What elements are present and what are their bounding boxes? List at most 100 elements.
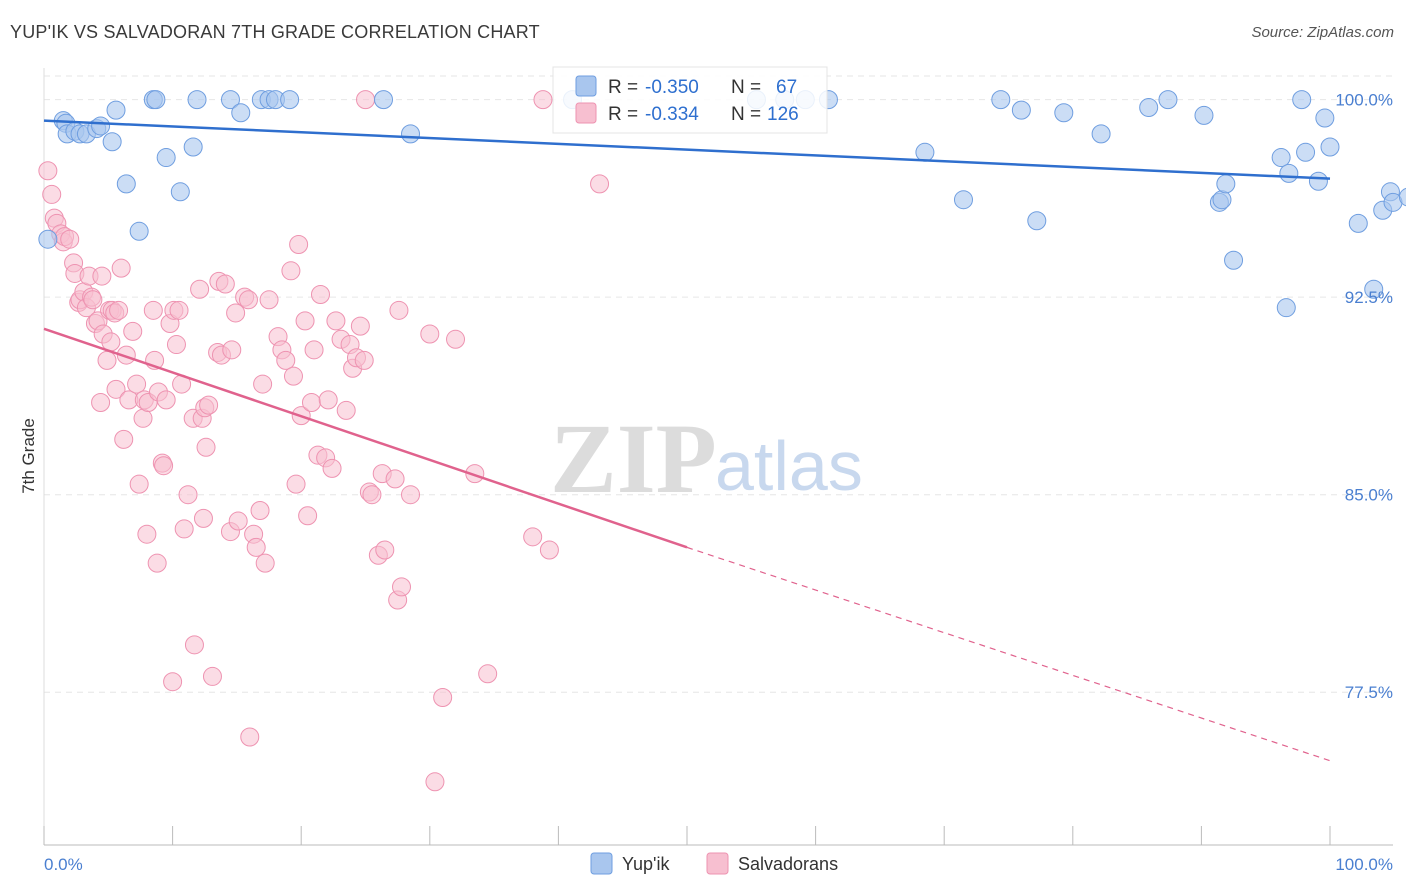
salvadorans-point [129, 474, 149, 494]
salvadorans-point [109, 300, 129, 320]
salvadorans-point [42, 184, 62, 204]
yupik-point [1054, 103, 1074, 123]
yupik-point [915, 142, 935, 162]
yupik-point [1224, 250, 1244, 270]
yupik-point [1091, 124, 1111, 144]
salvadorans-point [389, 300, 409, 320]
salvadorans-point [250, 500, 270, 520]
yupik-point [1011, 100, 1031, 120]
yupik-point [991, 90, 1011, 110]
legend-swatch-yupik [575, 75, 597, 97]
salvadorans-point [286, 474, 306, 494]
yupik-point [953, 190, 973, 210]
salvadorans-point [322, 458, 342, 478]
salvadorans-point [116, 345, 136, 365]
yupik-point [170, 182, 190, 202]
yupik-point [231, 103, 251, 123]
salvadorans-point [433, 688, 453, 708]
x-tick-label-max: 100.0% [1335, 855, 1393, 874]
salvadorans-point [289, 234, 309, 254]
salvadorans-point [184, 635, 204, 655]
salvadorans-point [310, 285, 330, 305]
yupik-point [187, 90, 207, 110]
salvadorans-point [143, 300, 163, 320]
salvadorans-point [336, 400, 356, 420]
yupik-point [91, 116, 111, 136]
legend-r-value-yupik: -0.350 [645, 77, 699, 98]
salvadorans-point [246, 537, 266, 557]
salvadorans-point [174, 519, 194, 539]
salvadorans-point [137, 524, 157, 544]
salvadorans-point [83, 290, 103, 310]
salvadorans-point [259, 290, 279, 310]
source-label: Source: ZipAtlas.com [1251, 24, 1394, 41]
salvadorans-point [147, 553, 167, 573]
bottom-legend-label-yupik: Yup'ik [622, 854, 670, 874]
yupik-point [106, 100, 126, 120]
salvadorans-point [133, 408, 153, 428]
salvadorans-point [202, 666, 222, 686]
salvadorans-point [240, 727, 260, 747]
salvadorans-point [533, 90, 553, 110]
yupik-point [116, 174, 136, 194]
yupik-point [129, 221, 149, 241]
salvadorans-point [301, 393, 321, 413]
salvadorans-point [163, 672, 183, 692]
watermark-atlas: atlas [715, 427, 863, 505]
salvadorans-point [123, 321, 143, 341]
salvadorans-point [281, 261, 301, 281]
yupik-trend-line [43, 119, 1331, 180]
yupik-point [1216, 174, 1236, 194]
salvadorans-point [91, 393, 111, 413]
salvadorans-point [60, 229, 80, 249]
y-tick-label: 100.0% [1335, 91, 1393, 110]
yupik-point [1027, 211, 1047, 231]
salvadorans-point [401, 485, 421, 505]
yupik-point [156, 148, 176, 168]
salvadorans-point [190, 279, 210, 299]
salvadorans-point [478, 664, 498, 684]
salvadorans-point [106, 379, 126, 399]
salvadorans-point [238, 290, 258, 310]
salvadorans-point [446, 329, 466, 349]
salvadorans-point [298, 506, 318, 526]
legend-n-value-yupik: 67 [776, 77, 797, 98]
salvadorans-point [166, 335, 186, 355]
yupik-point [401, 124, 421, 144]
yupik-point [1194, 105, 1214, 125]
yupik-point [1158, 90, 1178, 110]
salvadorans-point [92, 266, 112, 286]
bottom-legend-swatch-yupik [590, 852, 613, 875]
salvadorans-point [425, 772, 445, 792]
salvadorans-point [228, 511, 248, 531]
salvadorans-point [154, 456, 174, 476]
yupik-point [102, 132, 122, 152]
legend-n-label-yupik: N = [731, 77, 761, 98]
y-axis-label: 7th Grade [19, 418, 38, 494]
yupik-point [1276, 298, 1296, 318]
salvadorans-point [97, 350, 117, 370]
salvadorans-point [196, 437, 216, 457]
salvadorans-points [38, 90, 610, 792]
chart-title: YUP'IK VS SALVADORAN 7TH GRADE CORRELATI… [10, 22, 540, 42]
yupik-point [1398, 187, 1406, 207]
salvadorans-point [178, 485, 198, 505]
salvadorans-point [255, 553, 275, 573]
yupik-point [1212, 190, 1232, 210]
yupik-point [1348, 213, 1368, 233]
yupik-point [1271, 148, 1291, 168]
salvadorans-point [169, 300, 189, 320]
yupik-point [1139, 98, 1159, 118]
yupik-point [1308, 171, 1328, 191]
salvadorans-point [215, 274, 235, 294]
salvadorans-point [523, 527, 543, 547]
yupik-point [220, 90, 240, 110]
yupik-point [1315, 108, 1335, 128]
salvadorans-point [283, 366, 303, 386]
yupik-point [183, 137, 203, 157]
legend-r-label-yupik: R = [608, 77, 638, 98]
legend-r-value-salvadorans: -0.334 [645, 104, 699, 125]
salvadorans-point [326, 311, 346, 331]
salvadorans-point [318, 390, 338, 410]
legend-r-label-salvadorans: R = [608, 104, 638, 125]
